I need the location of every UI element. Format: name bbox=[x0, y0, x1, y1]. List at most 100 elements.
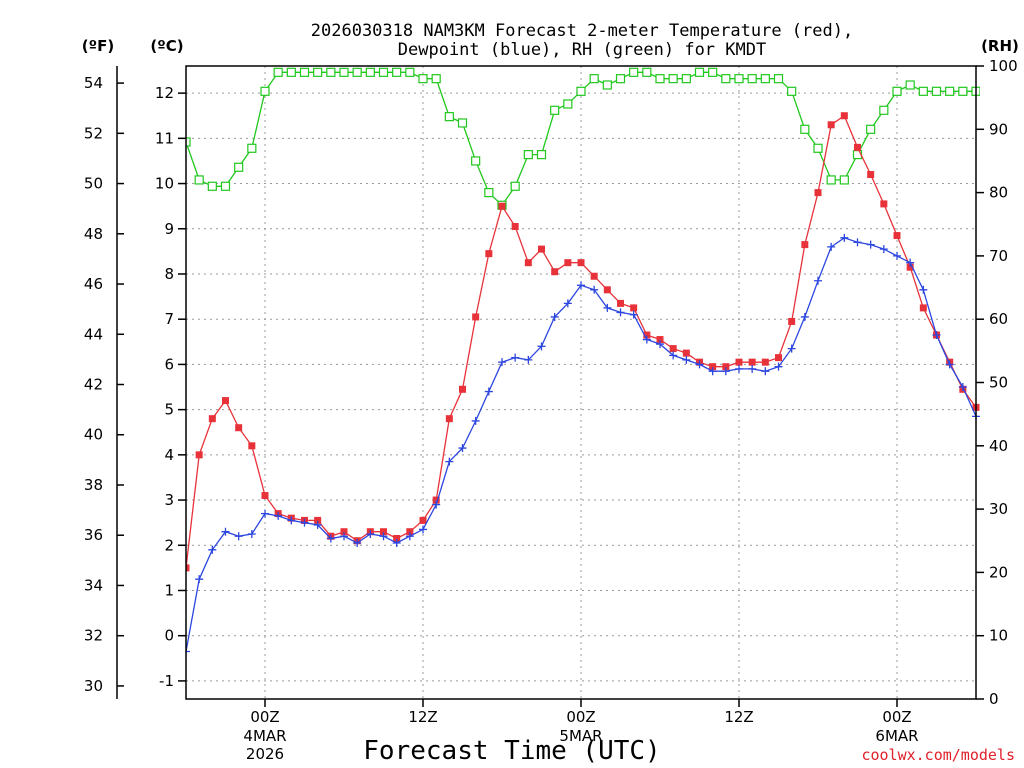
fahrenheit-tick-label: 42 bbox=[84, 376, 103, 394]
rh-point bbox=[444, 112, 454, 122]
dewpoint-point bbox=[708, 367, 717, 376]
date-label: 5MAR bbox=[559, 727, 602, 745]
rh-point bbox=[563, 99, 573, 109]
celsius-tick-label: 7 bbox=[164, 310, 174, 328]
plot-frame bbox=[185, 65, 977, 700]
temperature-point bbox=[564, 259, 572, 267]
rh-point bbox=[352, 67, 362, 77]
dewpoint-point bbox=[274, 511, 283, 520]
dewpoint-point bbox=[484, 387, 493, 396]
dewpoint-point bbox=[498, 358, 506, 367]
rh-point bbox=[918, 86, 928, 96]
chart-title-line-1: 2026030318 NAM3KM Forecast 2-meter Tempe… bbox=[311, 21, 853, 41]
rh-tick-label: 30 bbox=[989, 500, 1008, 518]
dewpoint-point bbox=[603, 303, 612, 312]
celsius-tick-label: 1 bbox=[164, 581, 174, 599]
chart-title-line-2: Dewpoint (blue), RH (green) for KMDT bbox=[398, 40, 766, 60]
dewpoint-point bbox=[458, 444, 467, 453]
temperature-point bbox=[314, 516, 322, 524]
time-tick-label: 00Z bbox=[250, 708, 279, 726]
dewpoint-point bbox=[287, 516, 296, 525]
temperature-point bbox=[195, 451, 203, 459]
dewpoint-point bbox=[366, 529, 375, 538]
rh-point bbox=[457, 118, 468, 128]
dewpoint-point bbox=[432, 500, 441, 509]
rh-point bbox=[760, 74, 770, 84]
dewpoint-point bbox=[471, 416, 480, 425]
celsius-tick-label: 11 bbox=[155, 129, 174, 147]
rh-point bbox=[207, 181, 217, 191]
fahrenheit-axis-unit: (ºF) bbox=[82, 37, 114, 55]
rh-point bbox=[186, 137, 191, 147]
dewpoint-point bbox=[642, 335, 651, 344]
rh-point bbox=[378, 67, 389, 77]
temperature-point bbox=[524, 259, 532, 267]
temperature-point bbox=[498, 202, 506, 210]
rh-point bbox=[813, 143, 823, 153]
rh-axis: 0 10 20 30 40 50 60 70 80 90 100 bbox=[976, 57, 1018, 708]
dewpoint-point bbox=[682, 355, 691, 364]
dewpoint-point bbox=[774, 362, 783, 371]
rh-point bbox=[418, 74, 428, 84]
temperature-point bbox=[643, 331, 651, 339]
rh-point bbox=[931, 86, 942, 96]
rh-point bbox=[879, 105, 889, 115]
temperature-point bbox=[840, 112, 848, 120]
temperature-point bbox=[248, 442, 256, 450]
rh-point bbox=[392, 67, 402, 77]
rh-point bbox=[602, 80, 612, 90]
fahrenheit-tick-label: 46 bbox=[84, 275, 103, 293]
dewpoint-point bbox=[313, 520, 322, 529]
dewpoint-point bbox=[353, 539, 362, 548]
fahrenheit-tick-label: 54 bbox=[84, 74, 103, 92]
rh-point bbox=[905, 80, 915, 90]
temperature-point bbox=[511, 223, 519, 231]
temperature-point bbox=[432, 496, 440, 504]
temperature-point bbox=[485, 250, 493, 258]
temperature-point bbox=[854, 143, 861, 151]
rh-tick-label: 10 bbox=[989, 627, 1008, 645]
rh-tick-label: 100 bbox=[989, 57, 1018, 75]
dewpoint-point bbox=[761, 367, 770, 376]
rh-point bbox=[313, 67, 323, 77]
rh-tick-label: 70 bbox=[989, 247, 1008, 265]
dewpoint-point bbox=[735, 364, 743, 373]
temperature-point bbox=[222, 397, 229, 405]
celsius-tick-label: 3 bbox=[164, 491, 174, 509]
rh-point bbox=[773, 74, 784, 84]
temperature-point bbox=[261, 492, 269, 500]
series-layer bbox=[186, 67, 980, 656]
rh-point bbox=[510, 181, 520, 191]
dewpoint-point bbox=[800, 312, 809, 321]
dewpoint-point bbox=[340, 532, 348, 541]
rh-point bbox=[615, 74, 626, 84]
dewpoint-point bbox=[524, 355, 533, 364]
rh-point bbox=[286, 67, 296, 77]
rh-point bbox=[471, 156, 481, 166]
time-tick-label: 00Z bbox=[566, 708, 595, 726]
rh-point bbox=[747, 74, 757, 84]
rh-tick-label: 80 bbox=[989, 184, 1008, 202]
celsius-tick-label: 6 bbox=[164, 355, 174, 373]
rh-point bbox=[339, 67, 349, 77]
dewpoint-series bbox=[186, 233, 980, 656]
rh-point bbox=[405, 67, 415, 77]
temperature-point bbox=[393, 534, 401, 542]
dewpoint-point bbox=[195, 575, 204, 584]
rh-point bbox=[721, 74, 731, 84]
rh-tick-label: 40 bbox=[989, 437, 1008, 455]
rh-point bbox=[589, 74, 599, 84]
rh-tick-label: 90 bbox=[989, 120, 1008, 138]
celsius-tick-label: -1 bbox=[159, 672, 174, 690]
dewpoint-point bbox=[932, 331, 941, 340]
dewpoint-point bbox=[695, 360, 704, 369]
temperature-point bbox=[709, 363, 717, 371]
dewpoint-point bbox=[721, 367, 730, 376]
rh-point bbox=[326, 67, 336, 77]
time-tick-label: 00Z bbox=[882, 708, 911, 726]
rh-series bbox=[186, 67, 980, 210]
dewpoint-point bbox=[827, 242, 836, 251]
fahrenheit-tick-label: 36 bbox=[84, 526, 103, 544]
